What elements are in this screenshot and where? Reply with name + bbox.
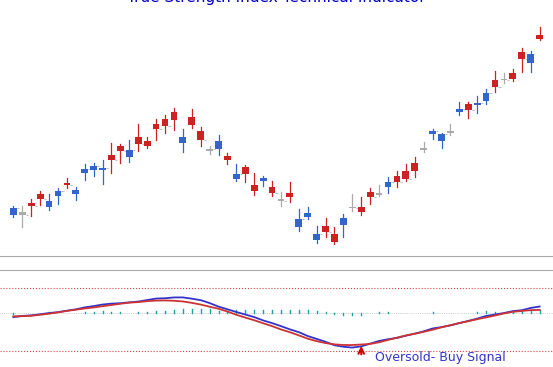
Bar xyxy=(518,52,525,59)
Bar xyxy=(153,124,159,129)
Bar xyxy=(474,102,481,105)
Bar xyxy=(260,178,267,181)
Bar xyxy=(215,141,222,149)
Bar xyxy=(242,167,249,174)
Bar xyxy=(313,234,320,240)
Bar xyxy=(19,212,25,215)
Bar xyxy=(189,117,195,124)
Bar xyxy=(206,149,213,151)
Bar xyxy=(286,193,293,197)
Title: True Strength Index Technical Indicator: True Strength Index Technical Indicator xyxy=(127,0,426,5)
Bar xyxy=(331,234,338,242)
Bar xyxy=(278,199,284,201)
Bar xyxy=(375,193,383,195)
Bar xyxy=(64,183,70,185)
Bar xyxy=(411,163,418,171)
Bar xyxy=(55,191,61,196)
Bar xyxy=(358,207,364,212)
Bar xyxy=(420,148,427,150)
Bar xyxy=(429,131,436,134)
Bar xyxy=(81,169,88,172)
Bar xyxy=(117,146,124,150)
Bar xyxy=(403,171,409,179)
Bar xyxy=(394,176,400,182)
Bar xyxy=(224,156,231,160)
Bar xyxy=(322,226,329,232)
Bar xyxy=(500,79,507,80)
Text: Oversold- Buy Signal: Oversold- Buy Signal xyxy=(374,350,505,364)
Bar xyxy=(367,192,373,197)
Bar xyxy=(269,187,275,193)
Bar xyxy=(456,109,463,112)
Bar xyxy=(108,155,115,160)
Bar xyxy=(180,137,186,143)
Bar xyxy=(99,168,106,170)
Bar xyxy=(90,166,97,170)
Bar xyxy=(384,182,392,188)
Bar xyxy=(197,131,204,139)
Bar xyxy=(304,213,311,217)
Bar xyxy=(349,207,356,208)
Bar xyxy=(36,194,44,199)
Bar xyxy=(72,190,79,194)
Bar xyxy=(144,141,150,146)
Bar xyxy=(233,174,240,179)
Bar xyxy=(528,54,534,63)
Bar xyxy=(465,104,472,110)
Bar xyxy=(251,185,258,192)
Bar xyxy=(161,119,169,126)
Bar xyxy=(126,150,133,157)
Bar xyxy=(170,112,178,120)
Bar xyxy=(447,131,454,133)
Bar xyxy=(483,94,489,101)
Bar xyxy=(340,218,347,225)
Bar xyxy=(492,80,498,87)
Bar xyxy=(438,134,445,141)
Bar xyxy=(536,35,543,39)
Bar xyxy=(28,203,35,207)
Bar xyxy=(46,201,53,207)
Bar xyxy=(295,219,302,226)
Bar xyxy=(509,73,517,79)
Bar xyxy=(10,207,17,215)
Bar xyxy=(135,137,142,144)
